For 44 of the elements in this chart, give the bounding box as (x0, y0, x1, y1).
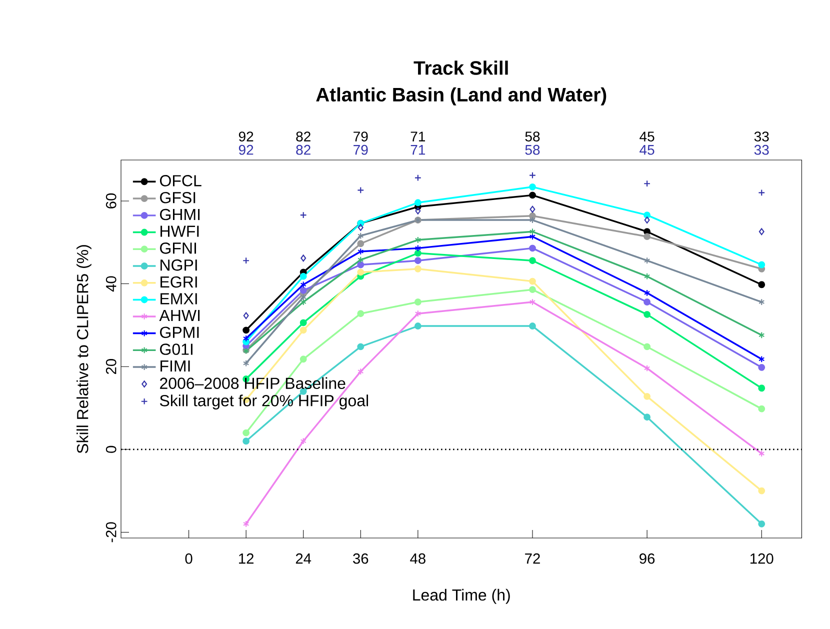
legend-label: OFCL (160, 175, 202, 186)
text: 45 (640, 132, 654, 142)
x-tick-label: 12 (239, 553, 254, 564)
legend-label: GHMI (160, 208, 200, 220)
text: 82 (296, 144, 310, 155)
y-tick-label: 60 (106, 193, 116, 208)
chart-subtitle: Atlantic Basin (Land and Water) (316, 87, 606, 106)
legend-label: NGPI (160, 259, 197, 271)
text: 82 (296, 132, 310, 142)
legend-label: GPMI (160, 326, 199, 338)
legend-label: EGRI (160, 276, 197, 288)
legend-label: AHWI (159, 310, 200, 321)
x-tick-label: 96 (640, 553, 655, 564)
y-tick-label: 0 (106, 446, 116, 453)
chart-title: Track Skill (414, 60, 508, 75)
text: 79 (354, 132, 368, 142)
legend-label: HWFI (160, 226, 199, 237)
legend-label: Skill target for 20% HFIP goal (160, 394, 368, 410)
text: 71 (410, 132, 426, 142)
x-tick-label: 36 (353, 553, 368, 564)
legend-label: G01I (160, 344, 192, 355)
x-tick-label: 120 (750, 553, 774, 564)
legend-label: EMXI (160, 293, 197, 304)
text: 79 (354, 144, 368, 155)
x-tick-label: 0 (185, 553, 192, 564)
text: 58 (525, 132, 540, 142)
x-tick-label: 48 (410, 553, 426, 564)
text: 33 (754, 132, 769, 142)
text: 58 (525, 144, 540, 155)
text: 71 (410, 145, 426, 155)
text: 45 (640, 145, 654, 155)
x-tick-label: 72 (525, 553, 540, 564)
text: 33 (754, 144, 769, 155)
y-axis-title: Skill Relative to CLIPER5 (%) (76, 245, 92, 454)
x-tick-label: 24 (296, 553, 312, 564)
text: 92 (238, 144, 254, 155)
y-tick-label: 40 (106, 276, 116, 292)
x-axis-title: Lead Time (h) (413, 588, 510, 604)
legend-label: GFSI (160, 192, 196, 204)
legend-label: GFNI (160, 242, 196, 254)
y-tick-label: 20 (106, 359, 116, 374)
y-tick-label: -20 (106, 522, 116, 542)
text: 92 (238, 132, 254, 142)
legend-label: FIMI (160, 360, 190, 372)
